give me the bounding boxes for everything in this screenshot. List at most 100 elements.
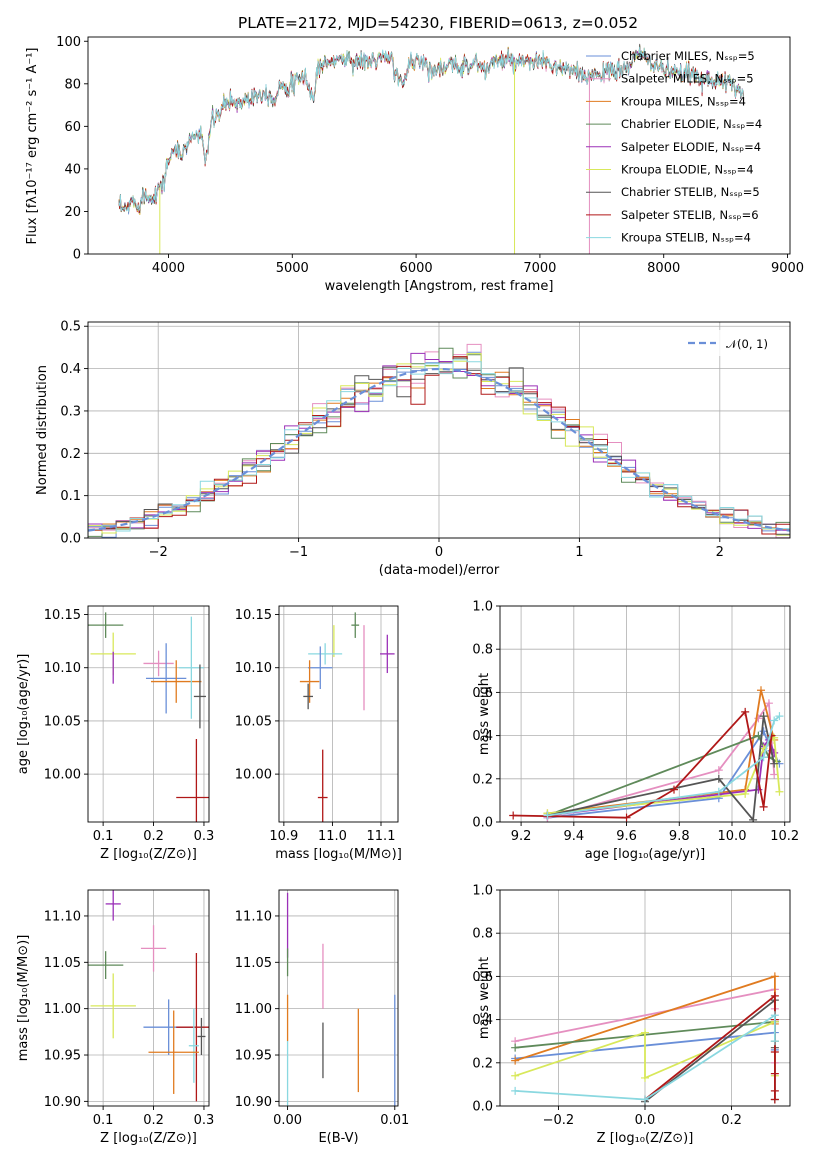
legend-entry: 𝒩(0, 1) (726, 337, 768, 351)
y-tick-label: 10.90 (235, 1095, 272, 1110)
x-tick-label: −2 (149, 545, 168, 560)
y-tick-label: 0.4 (472, 1013, 493, 1028)
plot-area (88, 612, 209, 822)
age-vs-metallicity-axes: 0.1 0.2 0.3 10.00 10.05 10.10 10.15 Z [log₁₀(Z/… (16, 605, 215, 862)
weight-point (775, 712, 784, 721)
weight-line (547, 729, 781, 819)
y-tick-label: 0.5 (60, 320, 81, 335)
weight-point (770, 1011, 779, 1020)
weight-line (547, 734, 778, 817)
plot-area (509, 686, 784, 822)
weight-point (770, 1086, 779, 1095)
y-axis-label: mass weight (477, 673, 492, 755)
legend-entry: Salpeter STELIB, Nₛₛₚ=6 (621, 208, 759, 222)
weight-point (759, 712, 768, 721)
x-tick-label: 10.9 (269, 829, 298, 844)
weight-point (509, 811, 518, 820)
figure-title: PLATE=2172, MJD=54230, FIBERID=0613, z=0… (238, 14, 638, 32)
weight-point (714, 766, 723, 775)
weight-point (770, 991, 779, 1000)
plot-area (88, 343, 790, 538)
y-tick-label: 20 (64, 205, 81, 220)
weight-line (513, 709, 773, 819)
y-tick-label: 0.2 (60, 447, 81, 462)
x-tick-label: 0.01 (380, 1113, 409, 1128)
y-tick-label: 10.90 (44, 1095, 81, 1110)
y-tick-label: 11.10 (235, 909, 272, 924)
weight-line (515, 1013, 776, 1101)
weight-point (770, 1069, 779, 1078)
spectrum-axes: 4000 5000 6000 7000 8000 9000 0 20 40 60 80 100 wave… (25, 35, 804, 294)
weight-point (770, 1048, 779, 1056)
y-tick-label: 10.95 (44, 1049, 81, 1064)
y-axis-label: mass [log₁₀(M/M⊙)] (16, 935, 31, 1062)
y-tick-label: 0.8 (472, 643, 493, 658)
y-tick-label: 0.1 (60, 489, 81, 504)
x-tick-label: 9.2 (511, 829, 532, 844)
axes-frame (278, 605, 399, 823)
weight-point (757, 686, 765, 695)
y-tick-label: 10.05 (44, 714, 81, 729)
axes-frame (87, 889, 210, 1107)
y-tick-label: 11.05 (235, 956, 272, 971)
x-tick-label: 0.2 (721, 1113, 742, 1128)
plot-area (286, 892, 396, 1106)
y-tick-label: 40 (64, 162, 81, 177)
x-tick-label: 1 (575, 545, 583, 560)
weight-point (764, 699, 773, 708)
x-tick-label: 8000 (647, 261, 680, 276)
x-tick-label: 0.1 (93, 1113, 114, 1128)
weight-point (741, 789, 750, 798)
y-tick-label: 11.10 (44, 909, 81, 924)
weight-point (641, 1073, 649, 1082)
x-axis-label: Z [log₁₀(Z/Z⊙)] (100, 1131, 197, 1146)
x-tick-label: 0.2 (143, 829, 164, 844)
legend-entry: Chabrier MILES, Nₛₛₚ=5 (621, 49, 755, 63)
x-axis-label: wavelength [Angstrom, rest frame] (325, 279, 554, 294)
x-tick-label: 9000 (771, 261, 804, 276)
y-tick-label: 10.10 (235, 661, 272, 676)
weight-vs-metallicity-axes: −0.2 0.0 0.2 0.0 0.2 0.4 0.6 0.8 1.0 Z [log₁₀(Z/Z… (472, 884, 791, 1146)
y-tick-label: 0.0 (60, 532, 81, 547)
y-tick-label: 10.15 (235, 608, 272, 623)
weight-point (741, 707, 750, 716)
y-tick-label: 11.00 (44, 1002, 81, 1017)
y-tick-label: 1.0 (472, 600, 493, 615)
y-tick-label: 100 (56, 35, 81, 50)
mass-vs-metallicity-axes: 0.1 0.2 0.3 10.90 10.95 11.00 11.05 11.10 Z [log… (16, 889, 215, 1146)
plot-area (299, 612, 395, 822)
y-tick-label: 0.6 (472, 686, 493, 701)
weight-point (714, 787, 723, 796)
y-tick-label: 0.6 (472, 970, 493, 985)
weight-point (770, 716, 779, 725)
y-tick-label: 0.4 (472, 729, 493, 744)
legend-entry: Chabrier ELODIE, Nₛₛₚ=4 (621, 117, 762, 131)
x-tick-label: 0.0 (635, 1113, 656, 1128)
weight-point (770, 759, 779, 768)
y-tick-label: 10.15 (44, 608, 81, 623)
x-tick-label: 0.00 (273, 1113, 302, 1128)
weight-point (749, 815, 758, 822)
axes-frame (87, 36, 791, 255)
y-tick-label: 10.00 (44, 768, 81, 783)
x-tick-label: 4000 (152, 261, 185, 276)
weight-point (511, 1071, 520, 1080)
legend-entry: Salpeter ELODIE, Nₛₛₚ=4 (621, 140, 761, 154)
weight-point (770, 972, 779, 981)
weight-point (641, 1028, 649, 1037)
y-tick-label: 60 (64, 120, 81, 135)
y-tick-label: 80 (64, 77, 81, 92)
x-tick-label: 5000 (276, 261, 309, 276)
axes-frame (87, 605, 210, 823)
x-tick-label: 7000 (523, 261, 556, 276)
histogram-step (88, 359, 790, 535)
x-tick-label: 0.3 (194, 829, 215, 844)
weight-point (770, 1037, 779, 1046)
y-tick-label: 0.0 (472, 1100, 493, 1115)
plot-area (118, 43, 745, 254)
x-tick-label: 11.0 (318, 829, 347, 844)
x-tick-label: 0.2 (143, 1113, 164, 1128)
x-axis-label: mass [log₁₀(M/M⊙)] (275, 847, 402, 862)
x-tick-label: 0.3 (194, 1113, 215, 1128)
